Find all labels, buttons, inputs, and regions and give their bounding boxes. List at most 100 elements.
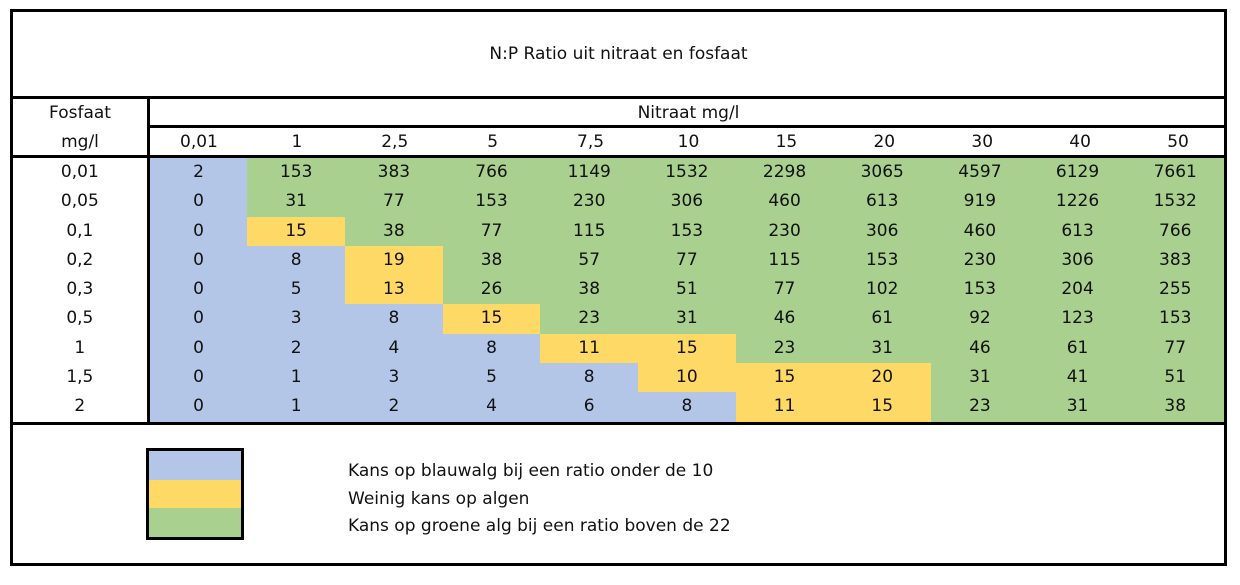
ratio-cell: 4 <box>345 333 443 364</box>
ratio-cell: 77 <box>345 187 443 217</box>
ratio-cell: 38 <box>1126 392 1225 422</box>
ratio-cell: 8 <box>345 304 443 334</box>
ratio-cell: 0 <box>149 187 248 217</box>
ratio-cell: 2298 <box>735 158 834 188</box>
nitraat-column-header: 50 <box>1167 132 1189 152</box>
ratio-cell: 10 <box>638 363 736 393</box>
table-row: 1,5 0 1 3 5 8 10 15 20 31 41 51 <box>13 363 1225 393</box>
table-row: 0,05 0 31 77 153 230 306 460 613 919 1226 1532 <box>13 187 1225 217</box>
ratio-cell: 4 <box>442 392 541 422</box>
ratio-cell: 2 <box>149 158 248 188</box>
ratio-cell: 306 <box>833 216 932 246</box>
nitraat-column-header: 2,5 <box>381 132 409 152</box>
table-row: 1 0 2 4 8 11 15 23 31 46 61 77 <box>13 333 1225 364</box>
ratio-cell: 38 <box>345 216 443 246</box>
ratio-cell: 306 <box>638 187 736 217</box>
ratio-cell: 20 <box>833 363 932 393</box>
nitraat-column-header: 1 <box>291 132 303 152</box>
fosfaat-unit: mg/l <box>61 132 99 152</box>
legend-swatch-green <box>149 508 241 538</box>
ratio-cell: 5 <box>442 363 541 393</box>
ratio-cell: 31 <box>1028 392 1127 422</box>
ratio-cell: 153 <box>442 187 541 217</box>
ratio-cell: 1 <box>247 363 346 393</box>
legend-divider <box>13 422 1224 425</box>
legend-item-green: Kans op groene alg bij een ratio boven d… <box>348 516 731 536</box>
table-row: 0,01 2 153 383 766 1149 1532 2298 3065 4597 6129 76… <box>13 158 1225 188</box>
ratio-cell: 8 <box>540 363 639 393</box>
ratio-cell: 23 <box>931 392 1029 422</box>
ratio-cell: 3 <box>345 363 443 393</box>
ratio-cell: 5 <box>247 275 346 305</box>
legend-item-blue: Kans op blauwalg bij een ratio onder de … <box>348 461 714 481</box>
fosfaat-row-label: 0,05 <box>60 191 99 212</box>
ratio-cell: 23 <box>735 333 834 364</box>
ratio-cell: 6129 <box>1028 158 1127 188</box>
ratio-cell: 0 <box>149 363 248 393</box>
nitraat-column-header: 30 <box>971 132 994 152</box>
ratio-cell: 153 <box>931 275 1029 305</box>
ratio-cell: 26 <box>442 275 541 305</box>
ratio-cell: 766 <box>442 158 541 188</box>
np-ratio-table: N:P Ratio uit nitraat en fosfaat Fosfaat… <box>10 9 1227 566</box>
ratio-cell: 15 <box>247 216 346 246</box>
ratio-cell: 230 <box>735 216 834 246</box>
ratio-cell: 31 <box>833 333 932 364</box>
table-row: 0,3 0 5 13 26 38 51 77 102 153 204 255 <box>13 275 1225 305</box>
table-row: 0,5 0 3 8 15 23 31 46 61 92 123 153 <box>13 304 1225 334</box>
nitraat-column-header: 5 <box>487 132 499 152</box>
ratio-cell: 2 <box>345 392 443 422</box>
nitraat-header: Nitraat mg/l 0,01 1 2,5 5 7,5 10 15 20 30 40 50 <box>147 99 1227 159</box>
ratio-cell: 46 <box>931 333 1029 364</box>
ratio-cell: 51 <box>638 275 736 305</box>
header-divider <box>13 155 1224 158</box>
ratio-cell: 123 <box>1028 304 1127 334</box>
fosfaat-row-label: 0,1 <box>66 220 94 241</box>
ratio-cell: 115 <box>540 216 639 246</box>
ratio-cell: 460 <box>931 216 1029 246</box>
table-body: 0,01 2 153 383 766 1149 1532 2298 3065 4597 6129 76… <box>13 158 1225 422</box>
nitraat-column-header: 20 <box>873 132 896 152</box>
legend-text: Kans op blauwalg bij een ratio onder de … <box>348 458 731 541</box>
ratio-cell: 61 <box>1028 333 1127 364</box>
fosfaat-row-label: 0,5 <box>66 308 94 329</box>
nitraat-column-header: 10 <box>677 132 700 152</box>
legend-item-yellow: Weinig kans op algen <box>348 488 530 509</box>
ratio-cell: 11 <box>735 392 834 422</box>
ratio-cell: 15 <box>638 333 736 364</box>
ratio-cell: 153 <box>638 216 736 246</box>
ratio-cell: 919 <box>931 187 1029 217</box>
ratio-cell: 766 <box>1126 216 1225 246</box>
fosfaat-row-label: 0,01 <box>60 162 99 182</box>
ratio-cell: 23 <box>540 304 639 334</box>
fosfaat-header: Fosfaat mg/l <box>13 99 147 159</box>
fosfaat-row-label: 1,5 <box>66 367 94 388</box>
ratio-cell: 8 <box>247 245 346 276</box>
ratio-cell: 4597 <box>931 158 1029 188</box>
ratio-cell: 102 <box>833 275 932 305</box>
nitraat-column-header: 7,5 <box>577 132 605 152</box>
legend-swatch <box>146 448 244 540</box>
ratio-cell: 38 <box>540 275 639 305</box>
ratio-cell: 153 <box>247 158 346 188</box>
ratio-cell: 77 <box>442 216 541 246</box>
nitraat-column-header: 0,01 <box>180 132 218 152</box>
ratio-cell: 153 <box>833 245 932 276</box>
fosfaat-row-label: 0,2 <box>66 249 94 270</box>
ratio-cell: 153 <box>1126 304 1225 334</box>
ratio-cell: 1532 <box>638 158 736 188</box>
ratio-cell: 0 <box>149 392 248 422</box>
ratio-cell: 1149 <box>540 158 639 188</box>
ratio-cell: 15 <box>833 392 932 422</box>
ratio-cell: 57 <box>540 245 639 276</box>
fosfaat-label: Fosfaat <box>49 103 111 123</box>
fosfaat-row-label: 2 <box>74 396 86 417</box>
ratio-cell: 0 <box>149 245 248 276</box>
ratio-cell: 1532 <box>1126 187 1225 217</box>
ratio-cell: 19 <box>345 245 443 276</box>
nitraat-column-header: 40 <box>1069 132 1091 152</box>
nitraat-column-headers: 0,01 1 2,5 5 7,5 10 15 20 30 40 50 <box>150 128 1227 156</box>
ratio-cell: 8 <box>638 392 736 422</box>
fosfaat-row-label: 1 <box>74 337 86 358</box>
ratio-cell: 383 <box>345 158 443 188</box>
